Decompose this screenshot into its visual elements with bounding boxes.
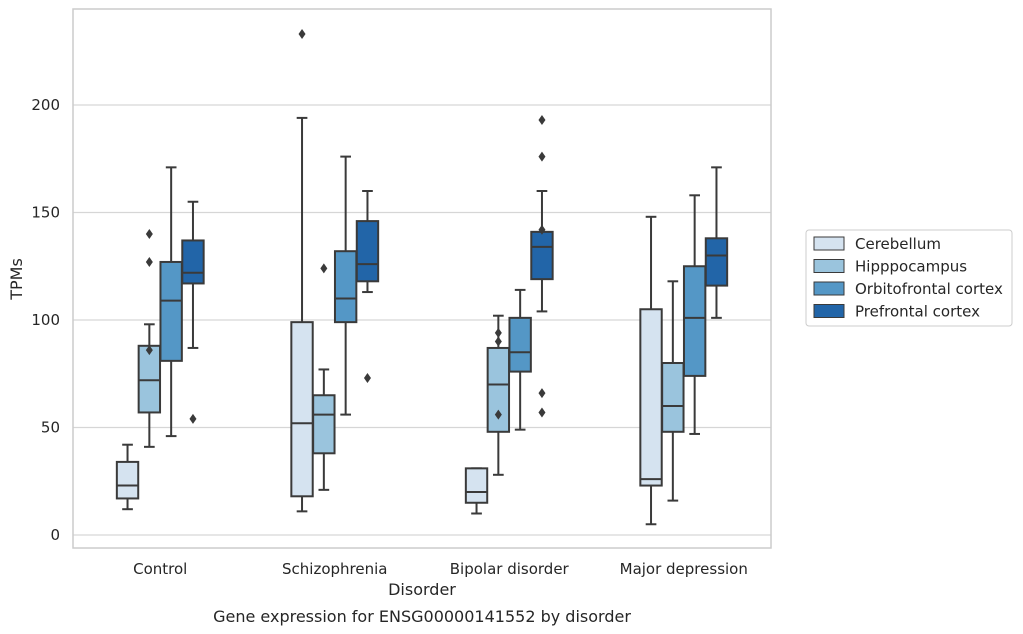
x-tick-label: Control <box>133 560 187 578</box>
box-iqr <box>464 467 489 504</box>
y-ticks: 0 50 100 150 200 <box>31 96 60 544</box>
box-iqr <box>181 239 205 285</box>
y-tick-label: 150 <box>31 204 60 222</box>
outlier-point <box>145 229 153 239</box>
box-iqr <box>115 460 140 500</box>
box-iqr <box>290 321 314 498</box>
x-tick-label: Major depression <box>620 560 748 578</box>
y-tick-label: 50 <box>41 419 60 437</box>
box-cerebellum <box>639 215 663 526</box>
box-iqr <box>137 344 162 414</box>
x-tick-label: Bipolar disorder <box>450 560 570 578</box>
box-orbitofrontal-cortex <box>159 166 183 438</box>
legend: Cerebellum Hipppocampus Orbitofrontal cort… <box>805 229 1013 327</box>
box-iqr <box>639 308 663 487</box>
outlier-point <box>363 373 371 384</box>
outlier-point <box>189 413 197 424</box>
outlier-point <box>145 256 153 267</box>
boxes-layer <box>115 29 729 526</box>
box-iqr <box>530 230 554 281</box>
outlier-point <box>494 409 502 420</box>
y-tick-label: 100 <box>31 311 60 329</box>
y-axis-label: TPMs <box>7 258 26 301</box>
box-iqr <box>333 250 358 324</box>
box-iqr <box>682 265 707 377</box>
outlier-point <box>538 115 546 126</box>
outlier-point <box>494 336 502 347</box>
legend-swatch <box>813 236 845 251</box>
box-cerebellum <box>115 443 140 511</box>
box-prefrontal-cortex <box>355 190 380 384</box>
legend-swatch <box>813 281 845 296</box>
box-iqr <box>508 316 532 373</box>
legend-frame <box>805 229 1013 327</box>
outlier-point <box>298 29 306 40</box>
box-orbitofrontal-cortex <box>333 155 358 416</box>
outlier-point <box>494 327 502 338</box>
legend-label: Prefrontal cortex <box>855 303 980 321</box>
legend-label: Hipppocampus <box>855 258 967 276</box>
legend-label: Orbitofrontal cortex <box>855 280 1003 298</box>
box-iqr <box>486 346 511 433</box>
box-prefrontal-cortex <box>704 166 729 319</box>
box-prefrontal-cortex <box>530 115 554 418</box>
outlier-point <box>538 224 546 235</box>
box-hipppocampus <box>486 314 511 476</box>
x-axis-label: Disorder <box>388 580 456 599</box>
outlier-point <box>538 407 546 418</box>
plot-frame <box>72 8 772 549</box>
y-tick-label: 200 <box>31 96 60 114</box>
box-cerebellum <box>290 29 314 513</box>
x-ticks: Control Schizophrenia Bipolar disorder Majo… <box>133 560 748 578</box>
box-hipppocampus <box>312 263 336 491</box>
chart-caption: Gene expression for ENSG00000141552 by d… <box>213 607 631 626</box>
outlier-point <box>538 388 546 399</box>
box-orbitofrontal-cortex <box>508 288 532 431</box>
outlier-point <box>320 263 328 274</box>
box-cerebellum <box>464 467 489 515</box>
box-hipppocampus <box>661 280 685 502</box>
x-tick-label: Schizophrenia <box>282 560 387 578</box>
box-iqr <box>312 394 336 455</box>
box-iqr <box>704 237 729 287</box>
outlier-point <box>145 345 153 356</box>
box-hipppocampus <box>137 229 162 448</box>
legend-label: Cerebellum <box>855 235 941 253</box>
outlier-point <box>538 151 546 162</box>
box-iqr <box>661 362 685 433</box>
legend-swatch <box>813 304 845 318</box>
y-tick-label: 0 <box>50 526 60 544</box>
box-prefrontal-cortex <box>181 200 205 424</box>
box-iqr <box>159 260 183 362</box>
legend-swatch <box>813 259 845 273</box>
box-orbitofrontal-cortex <box>682 194 707 435</box>
box-iqr <box>355 220 380 283</box>
